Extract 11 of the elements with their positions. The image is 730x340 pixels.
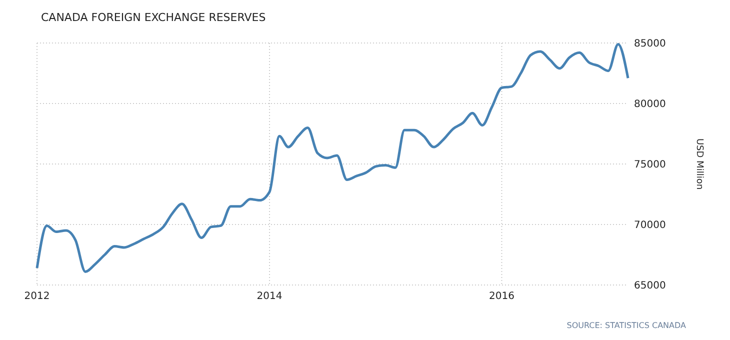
y-tick-label: 80000 [634, 99, 666, 110]
y-tick-label: 75000 [634, 160, 666, 170]
chart-title: CANADA FOREIGN EXCHANGE RESERVES [41, 11, 266, 24]
x-tick-label: 2012 [24, 291, 50, 302]
x-tick-label: 2014 [256, 291, 282, 302]
y-tick-label: 70000 [634, 220, 666, 231]
source-note: SOURCE: STATISTICS CANADA [566, 321, 687, 330]
y-tick-label: 85000 [634, 38, 666, 50]
y-tick-label: 65000 [634, 280, 666, 292]
x-tick-label: 2016 [488, 291, 514, 302]
y-axis-title: USD Million [694, 138, 704, 190]
